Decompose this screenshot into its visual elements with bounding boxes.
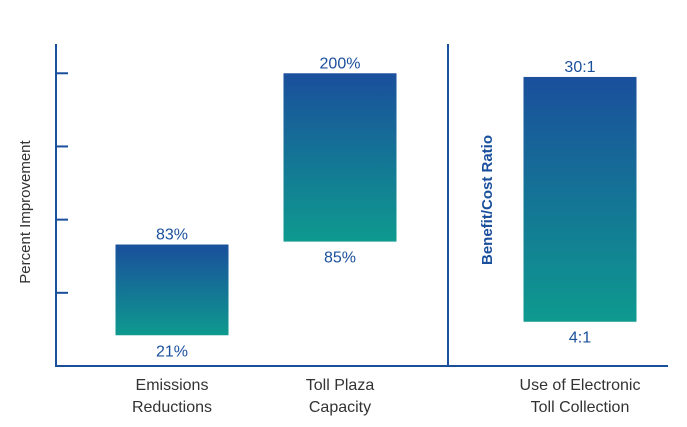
y-axis-ticks: [56, 72, 68, 367]
bar: [283, 73, 397, 242]
bar: [523, 76, 637, 322]
bar-high-label: 200%: [320, 55, 361, 72]
ratio-axis-title: Benefit/Cost Ratio: [479, 135, 496, 265]
category-label: Capacity: [309, 399, 371, 416]
bars: [115, 73, 637, 336]
bar-high-label: 30:1: [564, 59, 595, 76]
category-label: Reductions: [132, 399, 212, 416]
category-label: Use of Electronic: [520, 377, 641, 394]
category-label: Emissions: [136, 377, 209, 394]
bar-labels: 83% 21% 200% 85% 30:1 4:1: [156, 55, 596, 360]
bar-low-label: 21%: [156, 343, 188, 360]
category-labels: Emissions Reductions Toll Plaza Capacity Use…: [132, 377, 640, 416]
bar: [115, 244, 229, 336]
category-label: Toll Collection: [531, 399, 630, 416]
bar-low-label: 4:1: [569, 330, 591, 347]
y-axis-title: Percent Improvement: [17, 139, 34, 283]
bar-high-label: 83%: [156, 227, 188, 244]
bar-low-label: 85%: [324, 250, 356, 267]
category-label: Toll Plaza: [306, 377, 375, 394]
